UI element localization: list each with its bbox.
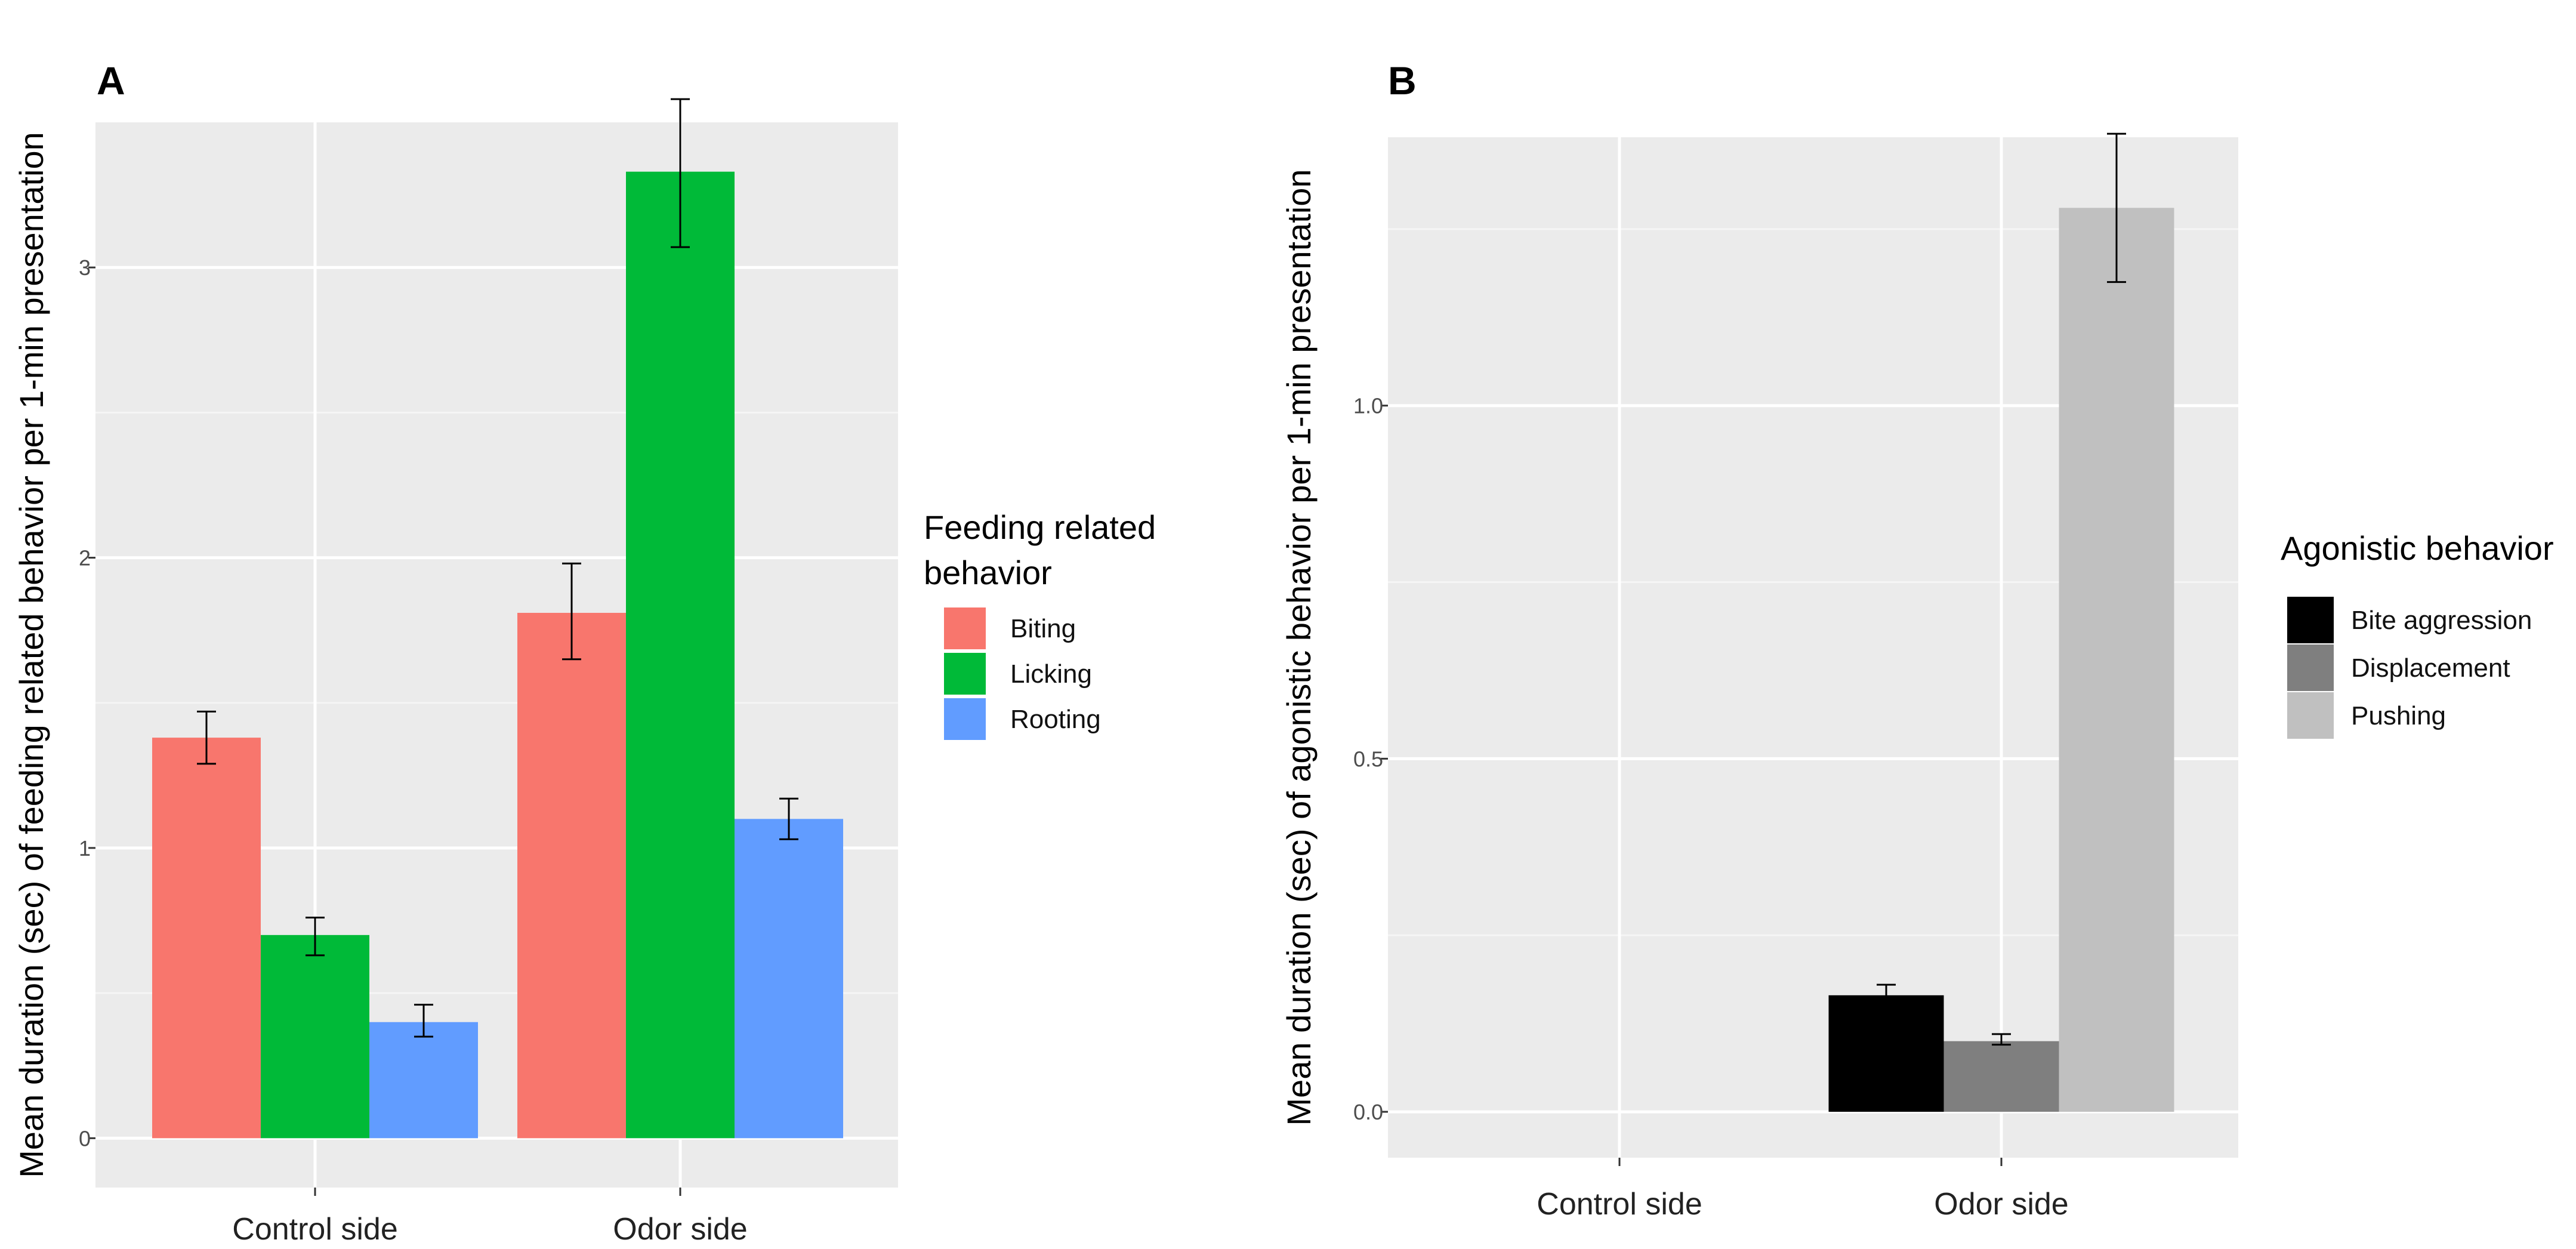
panel-b: B 0.0 0.5 1.0 Control side Odor side Mean dur… [1280,58,2554,1222]
legend-title: Agonistic behavior [2281,529,2554,567]
legend-title: behavior [924,554,1052,591]
bar-biting [517,612,626,1139]
y-tick-label: 2 [79,546,91,570]
x-tick-label: Control side [232,1212,397,1247]
y-tick-label: 3 [79,255,91,280]
y-axis-title: Mean duration (sec) of agonistic behavio… [1280,169,1318,1125]
x-tick-label: Odor side [1934,1187,2068,1222]
bar-pushing [2059,208,2174,1112]
legend-swatch [2287,692,2334,739]
bar-licking [626,171,735,1139]
y-tick-label: 1 [79,836,91,861]
legend-label: Bite aggression [2351,606,2532,635]
y-tick-label: 1.0 [1353,394,1383,418]
bar-bite-aggression [1828,995,1944,1112]
x-tick-label: Control side [1537,1187,1702,1222]
panel-b-letter: B [1388,58,1417,103]
legend-label: Pushing [2351,701,2446,730]
panel-a: A 0 1 2 3 Control side Odor side Mean duration… [13,58,1156,1247]
legend-swatch [944,607,986,649]
legend-label: Licking [1010,659,1092,689]
bar-rooting [735,819,843,1139]
legend-swatch [944,653,986,695]
x-tick-label: Odor side [613,1212,747,1247]
y-tick-label: 0 [79,1126,91,1151]
legend-label: Displacement [2351,653,2510,683]
bar-rooting [369,1022,478,1139]
legend-swatch [2287,597,2334,643]
legend-title: Feeding related [924,508,1156,546]
bar-licking [261,935,369,1139]
y-tick-label: 0.0 [1353,1100,1383,1124]
legend-label: Biting [1010,614,1076,643]
y-axis-title: Mean duration (sec) of feeding related b… [13,132,50,1178]
legend-swatch [2287,644,2334,691]
bar-displacement [1943,1041,2059,1112]
panel-a-letter: A [97,58,125,103]
legend-swatch [944,698,986,740]
y-tick-label: 0.5 [1353,747,1383,771]
bar-biting [152,738,261,1139]
legend-label: Rooting [1010,705,1101,734]
